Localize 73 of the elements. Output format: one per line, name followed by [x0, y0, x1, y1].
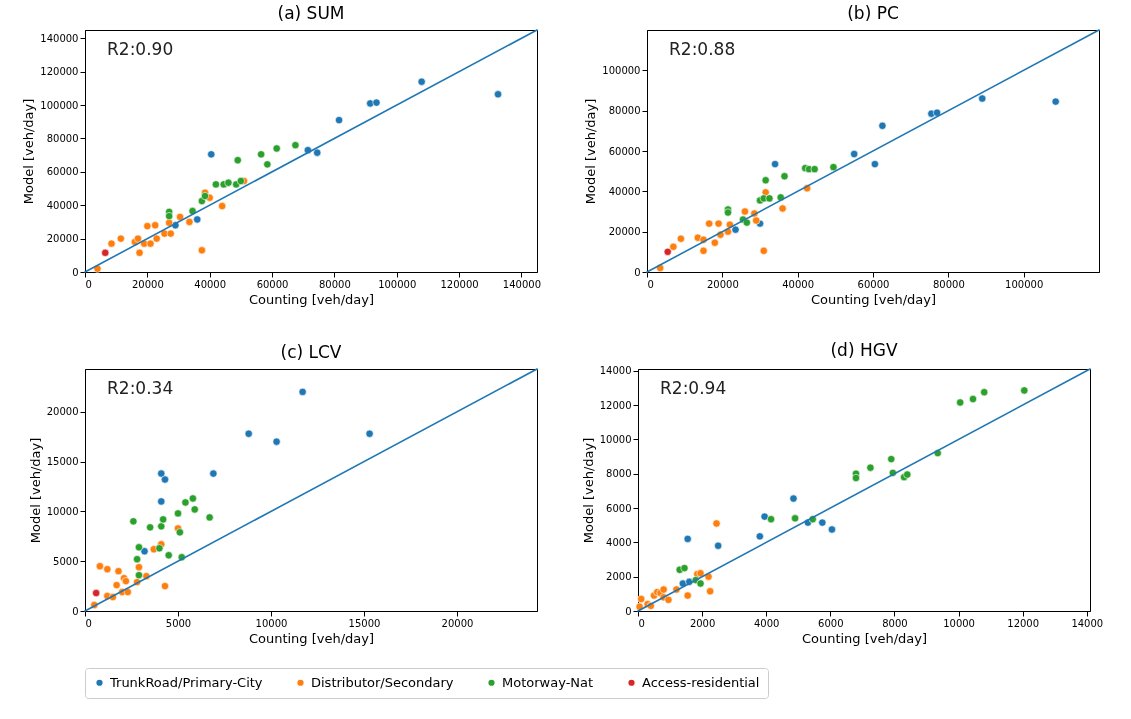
x-tick-label: 80000	[932, 278, 965, 290]
x-tick-label: 12000	[1007, 617, 1040, 629]
x-tick-label: 2000	[689, 617, 716, 629]
x-tick-label: 40000	[782, 278, 815, 290]
y-axis-title: Model [veh/day]	[580, 437, 596, 544]
y-axis-title: Model [veh/day]	[27, 437, 43, 544]
x-tick-label: 80000	[318, 278, 351, 290]
x-tick-label: 60000	[256, 278, 289, 290]
legend-label: Access-residential	[642, 674, 760, 690]
legend-label: Motorway-Nat	[502, 674, 594, 690]
x-tick-label: 14000	[1071, 617, 1104, 629]
y-tick-label: 140000	[40, 32, 79, 44]
chart-title: (b) PC	[847, 3, 899, 24]
x-tick-label: 120000	[440, 278, 479, 290]
y-axis-title: Model [veh/day]	[583, 98, 599, 205]
y-tick-label: 15000	[46, 456, 79, 468]
chart-title: (c) LCV	[280, 342, 342, 363]
x-tick-label: 60000	[857, 278, 890, 290]
x-tick-label: 4000	[754, 617, 780, 629]
y-tick-label: 0	[625, 605, 632, 617]
y-tick-label: 0	[72, 266, 79, 278]
x-tick-label: 0	[85, 278, 92, 290]
x-tick-label: 10000	[255, 617, 288, 629]
x-axis-title: Counting [veh/day]	[248, 630, 375, 646]
y-tick-label: 0	[72, 605, 79, 617]
x-tick-label: 0	[647, 278, 654, 290]
x-axis-title: Counting [veh/day]	[248, 291, 375, 307]
x-tick-label: 100000	[1005, 278, 1044, 290]
y-tick-label: 20000	[608, 226, 641, 238]
x-tick-label: 140000	[502, 278, 542, 290]
y-tick-label: 120000	[40, 66, 79, 78]
y-tick-label: 100000	[40, 99, 79, 111]
y-tick-label: 10000	[46, 505, 79, 517]
annotation: R2:0.34	[107, 378, 174, 398]
x-tick-label: 40000	[194, 278, 227, 290]
x-tick-label: 10000	[943, 617, 975, 629]
x-tick-label: 6000	[818, 617, 844, 629]
x-axis-title: Counting [veh/day]	[810, 291, 937, 307]
y-tick-label: 80000	[608, 105, 641, 117]
y-tick-label: 8000	[606, 468, 632, 480]
annotation: R2:0.88	[669, 39, 736, 59]
x-tick-label: 8000	[882, 617, 908, 629]
x-tick-label: 5000	[165, 617, 192, 629]
chart-title: (a) SUM	[277, 3, 345, 24]
y-tick-label: 80000	[46, 132, 79, 144]
y-tick-label: 20000	[46, 233, 79, 245]
x-tick-label: 20000	[131, 278, 164, 290]
y-tick-label: 20000	[46, 406, 79, 418]
legend-label: Distributor/Secondary	[311, 674, 454, 690]
legend-label: TrunkRoad/Primary-City	[109, 674, 263, 690]
y-tick-label: 12000	[599, 399, 632, 411]
y-tick-label: 10000	[599, 433, 632, 445]
y-tick-label: 0	[634, 266, 641, 278]
y-tick-label: 100000	[602, 64, 641, 76]
y-tick-label: 5000	[53, 555, 79, 567]
x-tick-label: 0	[85, 617, 92, 629]
annotation: R2:0.94	[660, 378, 727, 398]
x-axis-title: Counting [veh/day]	[801, 630, 928, 646]
x-tick-label: 20000	[441, 617, 474, 629]
y-tick-label: 60000	[608, 145, 641, 157]
chart-title: (d) HGV	[830, 339, 898, 360]
x-tick-label: 100000	[378, 278, 417, 290]
y-tick-label: 4000	[606, 536, 632, 548]
x-tick-label: 15000	[348, 617, 381, 629]
y-tick-label: 14000	[599, 365, 632, 377]
y-tick-label: 40000	[608, 185, 641, 197]
y-tick-label: 2000	[606, 571, 632, 583]
annotation: R2:0.90	[107, 39, 174, 59]
y-tick-label: 6000	[606, 502, 632, 514]
x-tick-label: 20000	[706, 278, 739, 290]
y-axis-title: Model [veh/day]	[21, 98, 37, 205]
y-tick-label: 40000	[46, 199, 79, 211]
y-tick-label: 60000	[46, 166, 79, 178]
